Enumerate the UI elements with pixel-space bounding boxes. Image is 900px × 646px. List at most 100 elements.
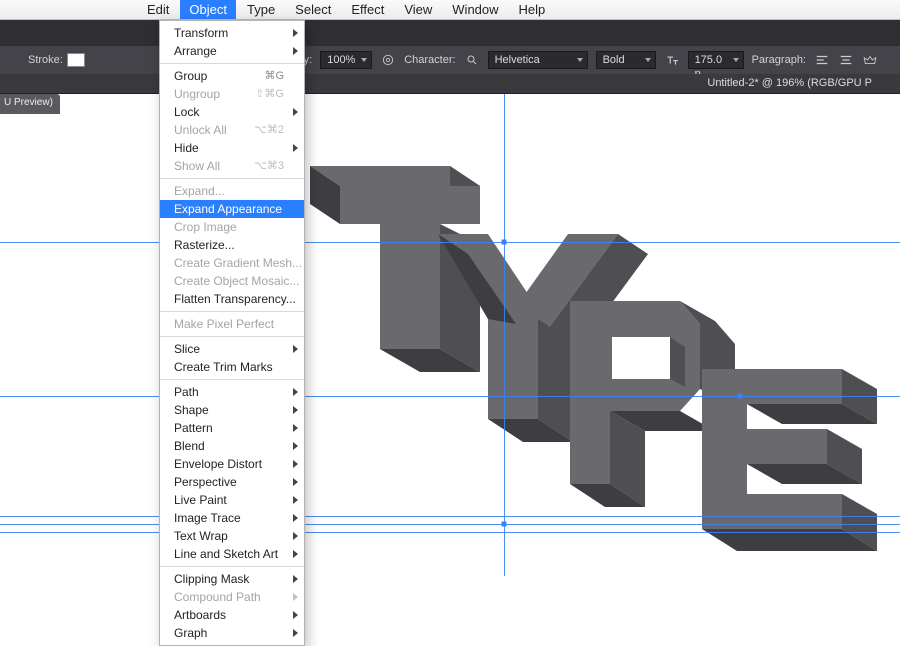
shortcut: ⌘G <box>264 69 284 82</box>
menu-item-flatten-transparency[interactable]: Flatten Transparency... <box>160 290 304 308</box>
chevron-right-icon <box>293 611 298 619</box>
chevron-right-icon <box>293 442 298 450</box>
menu-item-crop-image: Crop Image <box>160 218 304 236</box>
shortcut: ⌥⌘3 <box>254 159 284 172</box>
target-icon[interactable] <box>380 52 396 68</box>
menu-item-unlock-all: Unlock All⌥⌘2 <box>160 121 304 139</box>
chevron-right-icon <box>293 424 298 432</box>
menu-item-expand: Expand... <box>160 182 304 200</box>
menu-item-graph[interactable]: Graph <box>160 624 304 642</box>
menu-item-create-object-mosaic: Create Object Mosaic... <box>160 272 304 290</box>
anchor-point[interactable] <box>502 522 507 527</box>
chevron-right-icon <box>293 496 298 504</box>
type-3d-artwork <box>0 94 900 576</box>
menu-item-blend[interactable]: Blend <box>160 437 304 455</box>
chevron-right-icon <box>293 532 298 540</box>
menu-item-ungroup: Ungroup⇧⌘G <box>160 85 304 103</box>
chevron-right-icon <box>293 345 298 353</box>
menu-item-create-gradient-mesh: Create Gradient Mesh... <box>160 254 304 272</box>
menu-item-rasterize[interactable]: Rasterize... <box>160 236 304 254</box>
separator <box>160 178 304 179</box>
guide-h <box>0 524 900 525</box>
anchor-point[interactable] <box>502 240 507 245</box>
menu-item-compound-path: Compound Path <box>160 588 304 606</box>
chevron-right-icon <box>293 388 298 396</box>
font-search-icon[interactable] <box>464 52 480 68</box>
menu-type[interactable]: Type <box>238 0 284 19</box>
separator <box>160 63 304 64</box>
align-left-icon[interactable] <box>814 52 830 68</box>
menu-effect[interactable]: Effect <box>342 0 393 19</box>
chevron-right-icon <box>293 144 298 152</box>
menu-item-envelope-distort[interactable]: Envelope Distort <box>160 455 304 473</box>
chevron-right-icon <box>293 47 298 55</box>
menu-item-arrange[interactable]: Arrange <box>160 42 304 60</box>
menu-item-pattern[interactable]: Pattern <box>160 419 304 437</box>
menu-item-lock[interactable]: Lock <box>160 103 304 121</box>
chevron-right-icon <box>293 29 298 37</box>
menu-item-clipping-mask[interactable]: Clipping Mask <box>160 570 304 588</box>
menu-item-shape[interactable]: Shape <box>160 401 304 419</box>
anchor-point[interactable] <box>738 394 743 399</box>
guide-v <box>504 94 505 576</box>
shortcut: ⇧⌘G <box>255 87 284 100</box>
control-bar-upper <box>0 20 900 46</box>
chevron-right-icon <box>293 406 298 414</box>
menu-item-make-pixel-perfect: Make Pixel Perfect <box>160 315 304 333</box>
chevron-right-icon <box>293 550 298 558</box>
stroke-label: Stroke: <box>28 54 63 66</box>
menubar: EditObjectTypeSelectEffectViewWindowHelp <box>0 0 900 20</box>
paragraph-label: Paragraph: <box>752 54 806 66</box>
menu-item-show-all: Show All⌥⌘3 <box>160 157 304 175</box>
guide-h <box>0 532 900 533</box>
menu-item-image-trace[interactable]: Image Trace <box>160 509 304 527</box>
menu-object[interactable]: Object <box>180 0 236 19</box>
menu-item-line-and-sketch-art[interactable]: Line and Sketch Art <box>160 545 304 563</box>
crown-icon[interactable] <box>862 52 878 68</box>
character-label: Character: <box>404 54 455 66</box>
guide-h <box>0 396 900 397</box>
align-center-icon[interactable] <box>838 52 854 68</box>
font-weight-select[interactable]: Bold <box>596 51 656 69</box>
separator <box>160 379 304 380</box>
opacity-select[interactable]: 100% <box>320 51 372 69</box>
control-bar-lower: Stroke: pacity: 100% Character: Helvetic… <box>0 46 900 74</box>
chevron-right-icon <box>293 514 298 522</box>
menu-edit[interactable]: Edit <box>138 0 178 19</box>
menu-select[interactable]: Select <box>286 0 340 19</box>
preview-mode-tab[interactable]: U Preview) <box>0 94 60 114</box>
guide-h <box>0 516 900 517</box>
canvas[interactable] <box>0 94 900 576</box>
menu-item-group[interactable]: Group⌘G <box>160 67 304 85</box>
shortcut: ⌥⌘2 <box>254 123 284 136</box>
menu-item-create-trim-marks[interactable]: Create Trim Marks <box>160 358 304 376</box>
font-size-select[interactable]: 175.0 p <box>688 51 744 69</box>
menu-item-path[interactable]: Path <box>160 383 304 401</box>
menu-view[interactable]: View <box>395 0 441 19</box>
object-menu-dropdown: TransformArrange Group⌘GUngroup⇧⌘GLockUnl… <box>159 20 305 646</box>
menu-window[interactable]: Window <box>443 0 507 19</box>
menu-item-artboards[interactable]: Artboards <box>160 606 304 624</box>
menu-item-expand-appearance[interactable]: Expand Appearance <box>160 200 304 218</box>
menu-help[interactable]: Help <box>510 0 555 19</box>
menu-item-text-wrap[interactable]: Text Wrap <box>160 527 304 545</box>
chevron-right-icon <box>293 593 298 601</box>
menu-item-live-paint[interactable]: Live Paint <box>160 491 304 509</box>
chevron-right-icon <box>293 629 298 637</box>
menu-item-hide[interactable]: Hide <box>160 139 304 157</box>
stroke-swatch[interactable] <box>67 53 85 67</box>
separator <box>160 311 304 312</box>
font-family-select[interactable]: Helvetica <box>488 51 588 69</box>
separator <box>160 566 304 567</box>
separator <box>160 336 304 337</box>
font-size-icon <box>664 52 680 68</box>
guide-h <box>0 242 900 243</box>
chevron-right-icon <box>293 460 298 468</box>
chevron-right-icon <box>293 575 298 583</box>
chevron-right-icon <box>293 108 298 116</box>
menu-item-slice[interactable]: Slice <box>160 340 304 358</box>
menu-item-perspective[interactable]: Perspective <box>160 473 304 491</box>
menu-item-transform[interactable]: Transform <box>160 24 304 42</box>
chevron-right-icon <box>293 478 298 486</box>
document-tab[interactable]: Untitled-2* @ 196% (RGB/GPU P <box>0 74 900 94</box>
